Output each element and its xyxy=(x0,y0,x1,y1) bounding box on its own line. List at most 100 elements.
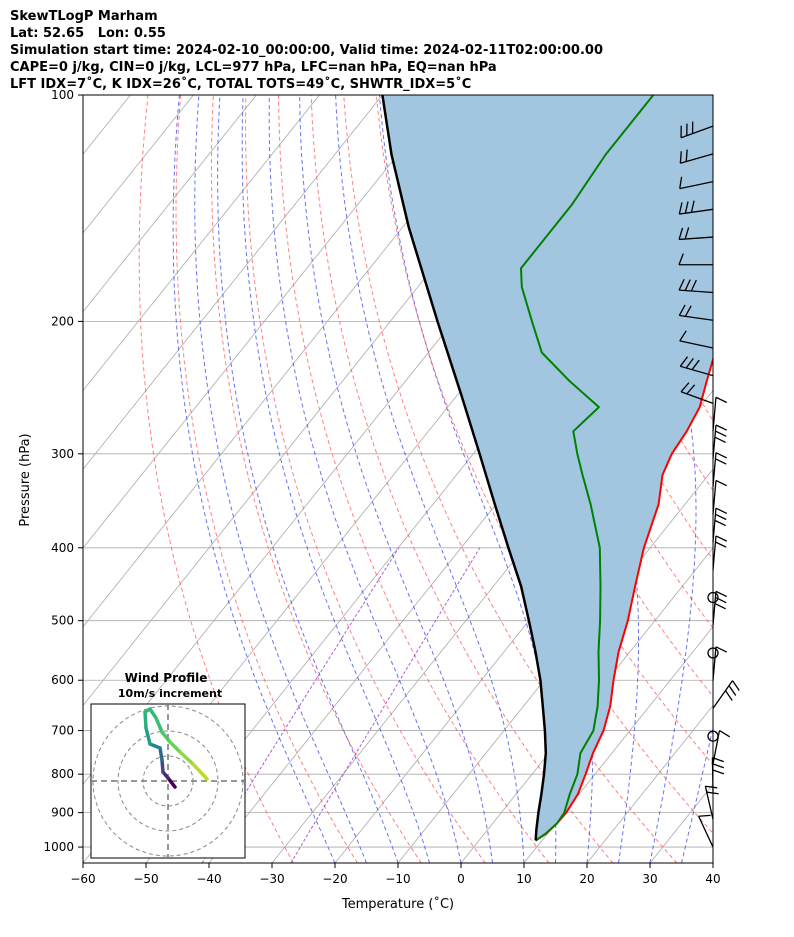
wind-barb xyxy=(679,149,714,164)
wind-barb xyxy=(680,382,714,405)
wind-barb xyxy=(707,591,719,604)
hodograph-segment xyxy=(166,776,177,789)
moist-adiabat xyxy=(712,860,713,863)
barb-flag xyxy=(706,791,719,795)
barb-flag xyxy=(715,590,728,598)
dry-adiabat xyxy=(175,95,358,863)
x-tick-label: 0 xyxy=(457,872,465,886)
barb-flag xyxy=(712,769,725,775)
barb-flag xyxy=(715,424,728,431)
calm-circle xyxy=(707,730,719,742)
barb-flag xyxy=(719,729,731,738)
barb-flag xyxy=(690,279,697,292)
barb-flag xyxy=(715,646,728,653)
barb-flag xyxy=(691,359,700,371)
x-tick-label: −30 xyxy=(259,872,284,886)
inset-title: Wind Profile xyxy=(125,671,208,685)
cape-shading xyxy=(382,95,713,841)
barb-flag xyxy=(679,176,683,189)
barb-staff xyxy=(679,236,714,241)
wind-barb xyxy=(712,680,740,709)
y-tick-label: 300 xyxy=(51,447,74,461)
moist-adiabat xyxy=(241,95,430,863)
barb-flag xyxy=(690,200,695,213)
barb-flag xyxy=(715,513,727,521)
hodograph-segment xyxy=(148,707,158,720)
barb-staff xyxy=(712,397,717,432)
hodograph-ring xyxy=(117,730,219,832)
barb-staff xyxy=(680,391,714,405)
title-line-4: CAPE=0 j/kg, CIN=0 j/kg, LCL=977 hPa, LF… xyxy=(10,60,497,75)
moist-adiabat xyxy=(217,95,399,863)
x-tick-label: −20 xyxy=(322,872,347,886)
wind-barb xyxy=(712,590,728,626)
x-tick-label: −50 xyxy=(133,872,158,886)
dry-adiabat xyxy=(375,95,713,834)
barb-flag xyxy=(678,304,686,316)
barb-flag xyxy=(715,479,728,487)
hodograph-segment xyxy=(160,758,165,774)
y-tick-label: 900 xyxy=(51,806,74,820)
barb-staff xyxy=(680,125,714,139)
barb-flag xyxy=(698,814,711,817)
mixing-ratio-line xyxy=(290,547,481,863)
barb-staff xyxy=(712,424,717,459)
barb-flag xyxy=(680,382,690,393)
wind-barb xyxy=(678,200,714,215)
barb-staff xyxy=(679,208,714,215)
hodograph-segment xyxy=(191,762,209,781)
barb-flag xyxy=(724,690,733,701)
y-axis-label: Pressure (hPa) xyxy=(18,433,33,526)
wind-barb xyxy=(680,121,714,139)
isotherm-line xyxy=(523,626,713,863)
barb-flag xyxy=(715,396,728,404)
barb-flag xyxy=(715,535,728,542)
dry-adiabat xyxy=(211,95,422,863)
calm-circle xyxy=(707,647,719,659)
wind-barb xyxy=(679,356,714,377)
wind-barb xyxy=(707,647,719,659)
barb-flag xyxy=(728,685,737,696)
wind-barb xyxy=(678,304,714,321)
dry-adiabat xyxy=(245,95,486,863)
moist-adiabat xyxy=(299,95,493,863)
x-tick-label: 30 xyxy=(642,872,657,886)
parcel-line xyxy=(381,95,548,841)
axes: −60 −50 −40 −30 −20 −10 0 10 20 30 40 1000 900 800 700… xyxy=(43,88,720,886)
isotherm-line xyxy=(0,95,67,863)
wind-barb xyxy=(704,785,719,820)
y-tick-label: 100 xyxy=(51,88,74,102)
barb-flag xyxy=(685,149,688,162)
temperature-line xyxy=(535,355,713,842)
barb-flag xyxy=(684,227,690,240)
dry-adiabat xyxy=(768,95,794,863)
isotherm-line xyxy=(83,95,509,628)
wind-barb xyxy=(698,814,714,848)
barb-staff xyxy=(679,340,714,349)
y-tick-label: 400 xyxy=(51,541,74,555)
isotherm-line xyxy=(83,95,320,392)
barb-staff xyxy=(712,452,717,487)
wind-barb xyxy=(712,535,728,570)
y-tick-label: 600 xyxy=(51,673,74,687)
barb-flag xyxy=(686,384,696,395)
barb-flag xyxy=(679,151,682,164)
barb-flag xyxy=(678,202,683,215)
barb-flag xyxy=(684,279,691,291)
title-line-1: SkewTLogP Marham xyxy=(10,9,158,24)
barb-staff xyxy=(712,480,717,515)
inset-subtitle: 10m/s increment xyxy=(118,687,222,700)
x-axis-label: Temperature (˚C) xyxy=(341,896,454,912)
chart-header: SkewTLogP Marham Lat: 52.65 Lon: 0.55 Si… xyxy=(10,8,603,93)
hodograph-segment xyxy=(158,746,164,762)
barb-staff xyxy=(712,680,734,709)
barb-flag xyxy=(705,785,718,789)
y-tick-label: 500 xyxy=(51,614,74,628)
wind-profile-inset: Wind Profile 10m/s increment xyxy=(90,671,246,859)
title-line-5: LFT IDX=7˚C, K IDX=26˚C, TOTAL TOTS=49˚C… xyxy=(10,77,472,92)
barb-flag xyxy=(715,596,727,604)
dewpoint-line xyxy=(520,95,655,842)
barb-flag xyxy=(714,519,726,527)
barb-flag xyxy=(684,201,689,214)
